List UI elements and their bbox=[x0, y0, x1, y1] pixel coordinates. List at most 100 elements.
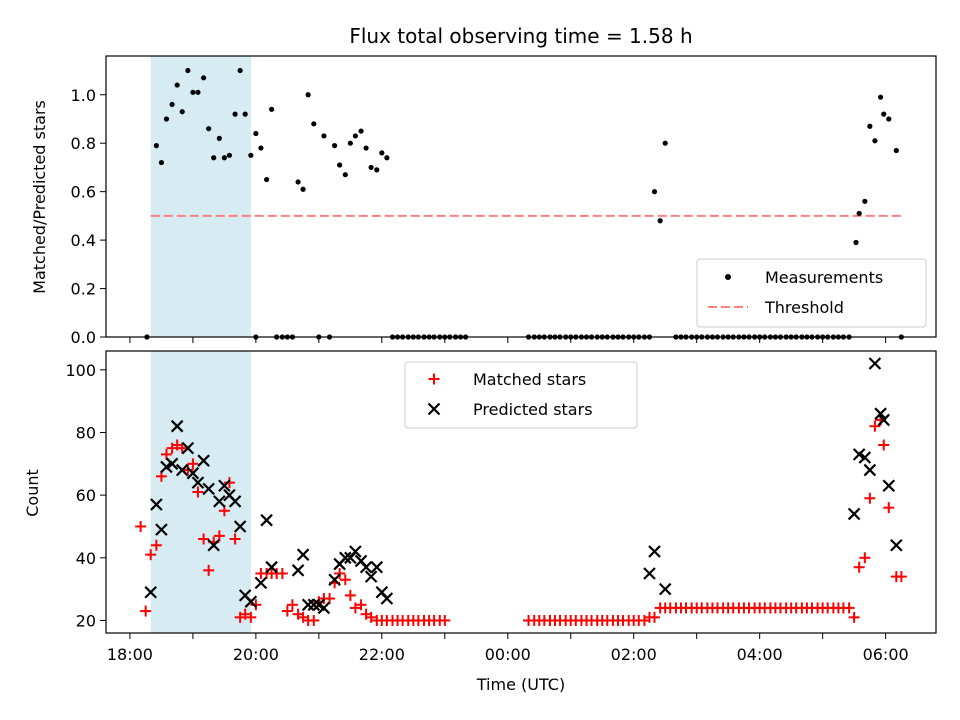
predicted-point bbox=[296, 548, 310, 561]
predicted-point bbox=[186, 466, 200, 480]
y-tick-label: 1.0 bbox=[71, 86, 96, 105]
predicted-point-b bbox=[181, 441, 195, 455]
measurement-point bbox=[893, 147, 899, 154]
measurement-point bbox=[651, 189, 658, 195]
ratio-panel: 0.0 0.2 0.4 0.6 0.8 1.0 Matched/Predicted sta… bbox=[30, 55, 937, 347]
measurement-point bbox=[856, 210, 862, 217]
measurement-point bbox=[221, 155, 227, 161]
y-tick-label: 40 bbox=[76, 549, 96, 568]
measurement-point bbox=[305, 92, 311, 98]
x-tick-label: 18:00 bbox=[107, 645, 153, 664]
predicted-point bbox=[380, 592, 394, 605]
top-y-axis-label: Matched/Predicted stars bbox=[30, 100, 49, 294]
measurement-point bbox=[853, 239, 859, 246]
measurement-point bbox=[211, 155, 217, 161]
x-tick-label: 22:00 bbox=[359, 645, 405, 664]
predicted-point bbox=[643, 567, 656, 580]
measurement-point bbox=[232, 111, 238, 117]
top-highlight-span bbox=[150, 56, 251, 337]
matched-point bbox=[843, 602, 855, 614]
legend-predicted-marker bbox=[427, 402, 441, 416]
x-tick-label: 04:00 bbox=[737, 645, 783, 664]
predicted-point-b bbox=[155, 523, 168, 536]
predicted-point bbox=[328, 573, 341, 587]
measurement-point bbox=[337, 162, 343, 168]
y-tick-label: 20 bbox=[76, 611, 96, 630]
matched-point bbox=[198, 533, 210, 545]
predicted-point bbox=[858, 451, 872, 464]
predicted-point-b bbox=[202, 482, 215, 496]
x-tick-label: 06:00 bbox=[863, 645, 909, 664]
predicted-point-b bbox=[380, 592, 394, 605]
matched-point bbox=[250, 599, 262, 611]
predicted-point bbox=[863, 463, 877, 477]
matched-point bbox=[160, 448, 172, 460]
measurement-point bbox=[379, 150, 385, 156]
measurement-point bbox=[174, 82, 180, 88]
measurement-point bbox=[300, 186, 306, 192]
legend-x-glyph-b bbox=[427, 402, 441, 416]
matched-point bbox=[245, 611, 257, 623]
predicted-point-b bbox=[144, 585, 157, 599]
predicted-point bbox=[191, 476, 205, 489]
predicted-point-b bbox=[882, 479, 896, 493]
measurement-point bbox=[352, 133, 358, 139]
predicted-point-b bbox=[643, 567, 656, 580]
matched-point bbox=[365, 611, 377, 623]
predicted-star-points bbox=[144, 357, 903, 615]
predicted-point bbox=[877, 413, 891, 427]
predicted-point bbox=[364, 570, 378, 583]
top-axes-frame bbox=[105, 55, 937, 338]
measurement-point bbox=[242, 111, 248, 117]
measurement-point bbox=[657, 218, 663, 224]
predicted-point-b bbox=[868, 357, 882, 370]
predicted-point bbox=[218, 479, 231, 493]
measurement-point bbox=[153, 143, 159, 149]
measurement-point bbox=[862, 198, 868, 204]
predicted-point-b bbox=[238, 589, 252, 602]
measurement-point bbox=[347, 140, 353, 146]
predicted-point-b bbox=[213, 495, 226, 508]
predicted-point-b bbox=[349, 545, 362, 558]
measurement-point bbox=[662, 140, 668, 146]
predicted-point bbox=[207, 538, 220, 552]
predicted-point bbox=[233, 520, 247, 533]
predicted-point-b bbox=[890, 538, 903, 552]
predicted-point bbox=[291, 564, 305, 577]
legend-plus-glyph bbox=[428, 373, 440, 385]
matched-point bbox=[878, 439, 890, 451]
predicted-point bbox=[260, 513, 273, 527]
matched-point bbox=[145, 549, 157, 561]
matched-point bbox=[140, 605, 152, 617]
predicted-point-b bbox=[648, 545, 661, 558]
legend-matched-label: Matched stars bbox=[473, 370, 586, 389]
predicted-point bbox=[648, 545, 661, 558]
matched-point bbox=[150, 539, 162, 551]
y-tick-label: 0.8 bbox=[71, 134, 96, 153]
matched-point bbox=[203, 564, 215, 576]
predicted-point-b bbox=[150, 498, 163, 511]
matched-point bbox=[239, 608, 251, 620]
predicted-point-b bbox=[175, 463, 189, 477]
bottom-x-axis: 18:00 20:00 22:00 00:00 02:00 04:00 06:00 bbox=[107, 633, 909, 664]
matched-point bbox=[213, 530, 225, 542]
predicted-point bbox=[144, 585, 157, 599]
x-tick-label: 20:00 bbox=[233, 645, 279, 664]
matched-star-points bbox=[135, 414, 907, 626]
legend-threshold-label: Threshold bbox=[764, 298, 844, 317]
predicted-point-b bbox=[254, 576, 268, 590]
measurement-point bbox=[384, 155, 390, 161]
measurement-point bbox=[877, 94, 884, 100]
predicted-point bbox=[170, 419, 184, 433]
measurement-point bbox=[163, 116, 170, 122]
predicted-point-b bbox=[847, 507, 861, 521]
measurement-point bbox=[253, 130, 259, 137]
top-legend: Measurements Threshold bbox=[696, 258, 927, 328]
y-tick-label: 0.0 bbox=[71, 328, 96, 347]
y-tick-label: 60 bbox=[76, 486, 96, 505]
predicted-point-b bbox=[852, 448, 866, 461]
predicted-point bbox=[197, 454, 210, 467]
y-tick-label: 0.4 bbox=[71, 231, 96, 250]
y-tick-label: 100 bbox=[65, 361, 96, 380]
matched-point bbox=[308, 614, 320, 626]
